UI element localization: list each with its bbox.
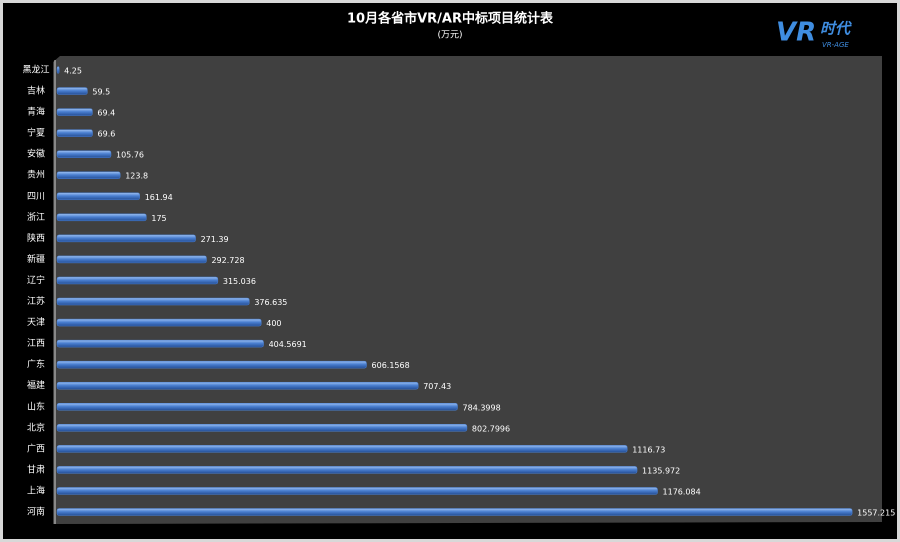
logo-subtext: VR-AGE bbox=[822, 41, 849, 49]
bar bbox=[56, 234, 196, 243]
value-label: 271.39 bbox=[201, 235, 229, 244]
value-label: 105.76 bbox=[116, 151, 144, 160]
value-label: 606.1568 bbox=[372, 361, 410, 370]
y-tick-label: 广西 bbox=[27, 442, 45, 454]
logo-mark: VR bbox=[776, 18, 816, 48]
plot-area bbox=[53, 56, 882, 524]
value-label: 59.5 bbox=[92, 88, 110, 97]
value-label: 69.6 bbox=[98, 130, 116, 139]
value-label: 1557.215 bbox=[857, 509, 895, 518]
y-tick-label: 河南 bbox=[27, 506, 45, 518]
y-tick-label: 宁夏 bbox=[27, 127, 45, 139]
bar bbox=[56, 339, 264, 348]
chart-title: 10月各省市VR/AR中标项目统计表 bbox=[347, 11, 554, 27]
bar bbox=[56, 424, 468, 432]
value-label: 315.036 bbox=[223, 277, 256, 286]
value-label: 175 bbox=[151, 214, 166, 223]
bar bbox=[56, 297, 250, 306]
value-label: 400 bbox=[266, 319, 281, 328]
bar bbox=[56, 213, 147, 222]
chart-subtitle: (万元) bbox=[437, 31, 462, 41]
y-tick-label: 青海 bbox=[27, 106, 45, 118]
bar bbox=[56, 508, 853, 516]
y-tick-label: 江西 bbox=[27, 338, 45, 349]
y-tick-label: 辽宁 bbox=[27, 274, 45, 286]
value-label: 161.94 bbox=[145, 193, 173, 202]
value-label: 292.728 bbox=[211, 256, 244, 265]
bar bbox=[56, 192, 140, 201]
y-tick-label: 贵州 bbox=[27, 169, 45, 181]
bar bbox=[56, 318, 262, 327]
value-label: 784.3998 bbox=[463, 403, 501, 412]
y-tick-label: 吉林 bbox=[27, 85, 45, 97]
bar bbox=[56, 87, 88, 95]
bar bbox=[56, 255, 207, 264]
y-tick-label: 陕西 bbox=[27, 232, 45, 244]
y-tick-label: 北京 bbox=[27, 421, 45, 433]
y-tick-label: 甘肃 bbox=[27, 463, 45, 475]
y-tick-label: 江苏 bbox=[27, 295, 45, 307]
y-tick-label: 安徽 bbox=[27, 148, 45, 160]
bar bbox=[56, 171, 121, 179]
y-tick-label: 广东 bbox=[27, 358, 45, 370]
bar bbox=[56, 360, 367, 369]
y-tick-label: 四川 bbox=[27, 192, 45, 202]
bar bbox=[56, 129, 93, 137]
y-tick-label: 黑龙江 bbox=[22, 64, 49, 76]
logo-text: 时代 bbox=[820, 20, 852, 38]
y-tick-label: 上海 bbox=[27, 484, 45, 496]
value-label: 1176.084 bbox=[663, 487, 701, 496]
bar bbox=[56, 445, 628, 453]
value-label: 69.4 bbox=[97, 109, 115, 118]
value-label: 4.25 bbox=[64, 67, 82, 76]
bar bbox=[56, 108, 93, 116]
value-label: 376.635 bbox=[254, 298, 287, 307]
y-tick-label: 天津 bbox=[27, 317, 45, 328]
value-label: 1116.73 bbox=[632, 445, 665, 454]
bar bbox=[56, 487, 658, 495]
bar bbox=[56, 150, 112, 158]
bar bbox=[56, 381, 419, 390]
value-label: 707.43 bbox=[423, 382, 451, 391]
value-label: 123.8 bbox=[125, 172, 148, 181]
bar bbox=[56, 466, 638, 474]
value-label: 1135.972 bbox=[642, 466, 680, 475]
y-tick-label: 福建 bbox=[27, 379, 45, 391]
bar bbox=[56, 403, 458, 411]
y-tick-label: 新疆 bbox=[27, 253, 45, 265]
value-label: 802.7996 bbox=[472, 424, 510, 433]
y-tick-label: 山东 bbox=[27, 400, 45, 412]
y-tick-label: 浙江 bbox=[27, 211, 45, 223]
value-label: 404.5691 bbox=[269, 340, 307, 349]
bar bbox=[56, 66, 60, 74]
bar bbox=[56, 276, 219, 285]
